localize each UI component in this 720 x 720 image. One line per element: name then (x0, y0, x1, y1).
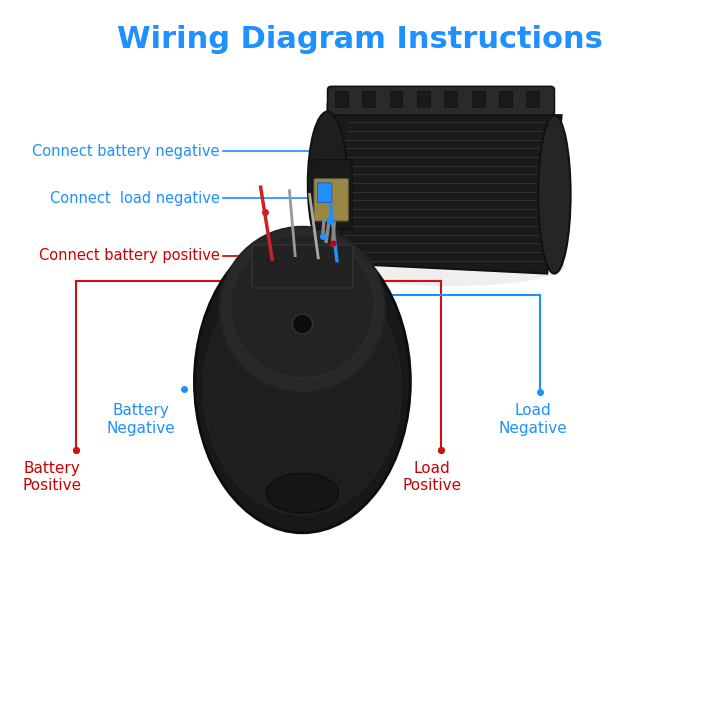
Ellipse shape (266, 474, 338, 513)
Bar (444, 91, 457, 107)
FancyBboxPatch shape (314, 179, 348, 221)
Bar (390, 91, 402, 107)
Ellipse shape (308, 112, 348, 256)
Text: Battery
Positive: Battery Positive (22, 461, 81, 493)
Bar (526, 91, 539, 107)
Ellipse shape (335, 246, 565, 286)
Ellipse shape (230, 234, 374, 378)
Ellipse shape (538, 115, 571, 274)
Text: Load
Positive: Load Positive (402, 461, 462, 493)
Bar (362, 91, 375, 107)
FancyBboxPatch shape (252, 245, 353, 288)
Ellipse shape (220, 227, 385, 392)
Text: Connect  load negative: Connect load negative (50, 191, 220, 205)
Text: Connect battery negative: Connect battery negative (32, 144, 220, 158)
FancyBboxPatch shape (312, 160, 352, 229)
Bar (417, 91, 430, 107)
Bar (335, 91, 348, 107)
Ellipse shape (203, 263, 402, 515)
Text: Battery
Negative: Battery Negative (106, 403, 175, 436)
Bar (472, 91, 485, 107)
FancyBboxPatch shape (328, 86, 554, 115)
FancyBboxPatch shape (318, 183, 332, 202)
Text: Connect battery positive: Connect battery positive (39, 248, 220, 263)
Bar (499, 91, 512, 107)
Ellipse shape (194, 230, 410, 533)
Text: Load
Negative: Load Negative (498, 403, 567, 436)
Text: Wiring Diagram Instructions: Wiring Diagram Instructions (117, 25, 603, 54)
Circle shape (292, 314, 312, 334)
Polygon shape (328, 104, 562, 274)
